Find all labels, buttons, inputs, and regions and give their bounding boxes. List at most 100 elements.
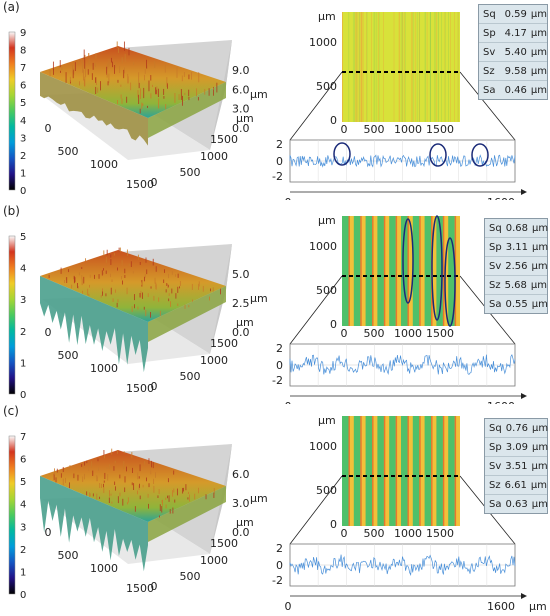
x-tick-label: 500 — [58, 349, 79, 362]
map-x-tick-label: 1500 — [426, 527, 454, 540]
param-unit: µm — [530, 27, 547, 39]
y-tick-label: 0 — [151, 380, 158, 393]
param-value: 4.17 — [504, 27, 527, 39]
x-tick-label: 1500 — [126, 178, 154, 191]
surface-front — [40, 476, 148, 572]
param-name: Sa — [483, 84, 496, 96]
profile-y-tick-label: 2 — [276, 342, 283, 355]
surface-right — [148, 486, 226, 542]
map-y-tick-label: 1000 — [309, 36, 337, 49]
table-row: Sp 3.11 µm — [485, 238, 548, 257]
colorbar-tick-label: 2 — [20, 151, 26, 162]
y-tick-label: 1500 — [210, 133, 238, 146]
table-row: Sq 0.59 µm — [479, 5, 547, 24]
map-stripe — [419, 216, 421, 326]
param-unit: µm — [531, 298, 548, 310]
connector-line — [289, 71, 343, 141]
surface-top — [40, 450, 226, 522]
highlight-ellipse — [471, 143, 489, 167]
param-name: Sv — [489, 260, 502, 272]
table-row: Sa 0.63 µm — [485, 495, 548, 513]
table-row: Sq 0.68 µm — [485, 219, 548, 238]
y-tick-label: 0 — [151, 176, 158, 189]
map-stripe — [365, 416, 373, 526]
colorbar-tick-label: 3 — [20, 133, 26, 144]
z-tick-label: 0.0 — [232, 326, 250, 339]
x-tick-label: 0 — [45, 122, 52, 135]
param-unit: µm — [530, 479, 547, 491]
map-y-tick-label: 500 — [316, 484, 337, 497]
map-x-tick-label: 1000 — [394, 527, 422, 540]
param-unit: µm — [530, 65, 547, 77]
table-row: Sv 5.40 µm — [479, 43, 547, 62]
profile-line — [289, 354, 516, 375]
colorbar-tick-label: 3 — [20, 522, 26, 533]
colorbar-tick-label: 1 — [20, 358, 26, 369]
profile-y-tick-label: -2 — [272, 170, 283, 183]
param-unit: µm — [531, 460, 548, 472]
param-value: 0.46 — [504, 84, 527, 96]
map-stripe — [448, 216, 455, 326]
profile-y-tick-label: -2 — [272, 574, 283, 587]
y-axis-unit: µm — [236, 516, 254, 529]
param-value: 0.55 — [505, 298, 528, 310]
colorbar-tick-label: 1 — [20, 567, 26, 578]
axis-arrow-icon — [521, 593, 527, 599]
map-stripe — [424, 416, 432, 526]
panel-label: (c) — [3, 404, 19, 418]
z-axis-unit: µm — [250, 88, 268, 101]
map-y-axis-unit: µm — [318, 10, 336, 23]
z-axis-unit: µm — [250, 492, 268, 505]
highlight-ellipse — [402, 218, 414, 304]
param-value: 5.68 — [504, 279, 527, 291]
map-stripe — [407, 416, 409, 526]
map-x-tick-label: 500 — [364, 327, 385, 340]
table-row: Sz 5.68 µm — [485, 276, 547, 295]
param-name: Sp — [489, 241, 502, 253]
surface-right — [148, 82, 226, 138]
param-unit: µm — [531, 441, 549, 453]
map-x-tick-label: 0 — [341, 123, 348, 136]
x-tick-label: 500 — [58, 145, 79, 158]
param-name: Sz — [489, 479, 501, 491]
colorbar-tick-label: 0 — [20, 390, 26, 401]
profile-x-axis-unit: µm — [529, 600, 547, 612]
colorbar-tick-label: 7 — [20, 432, 26, 443]
y-tick-label: 500 — [180, 370, 201, 383]
param-value: 0.59 — [504, 8, 527, 20]
param-name: Sa — [489, 298, 502, 310]
z-tick-label: 6.0 — [232, 468, 250, 481]
z-tick-label: 6.0 — [232, 83, 250, 96]
x-tick-label: 1000 — [90, 562, 118, 575]
param-name: Sq — [483, 8, 496, 20]
map-stripe — [360, 416, 362, 526]
colorbar — [8, 435, 16, 595]
table-row: Sa 0.55 µm — [485, 295, 548, 313]
map-stripe — [383, 416, 386, 526]
panel-figure: 012345676.03.00.0µm050010001500050010001… — [8, 414, 547, 613]
param-name: Sz — [483, 65, 495, 77]
highlight-ellipse — [431, 215, 443, 321]
profile-x-tick-label: 1600 — [487, 196, 515, 200]
map-x-tick-label: 1000 — [394, 123, 422, 136]
y-tick-label: 1500 — [210, 337, 238, 350]
profile-x-tick-label: 1600 — [487, 600, 515, 612]
axis-arrow-icon — [521, 393, 527, 399]
map-stripe — [419, 416, 421, 526]
profile-y-tick-label: 0 — [276, 155, 283, 168]
roughness-table: Sq 0.68 µm Sp 3.11 µm Sv 2.56 µm Sz 5.68 µm Sa 0.… — [484, 218, 548, 314]
z-tick-label: 0.0 — [232, 526, 250, 539]
map-stripe — [436, 216, 443, 326]
y-tick-label: 500 — [180, 166, 201, 179]
map-stripe — [412, 416, 420, 526]
surface-top — [40, 250, 226, 322]
z-tick-label: 2.5 — [232, 297, 250, 310]
param-value: 6.61 — [504, 479, 527, 491]
table-row: Sq 0.76 µm — [485, 419, 548, 438]
panel-label: (a) — [3, 0, 20, 14]
map-stripe — [353, 416, 361, 526]
table-row: Sz 9.58 µm — [479, 62, 547, 81]
map-stripe — [448, 416, 455, 526]
map-stripe — [442, 216, 445, 326]
y-tick-label: 1000 — [200, 150, 228, 163]
